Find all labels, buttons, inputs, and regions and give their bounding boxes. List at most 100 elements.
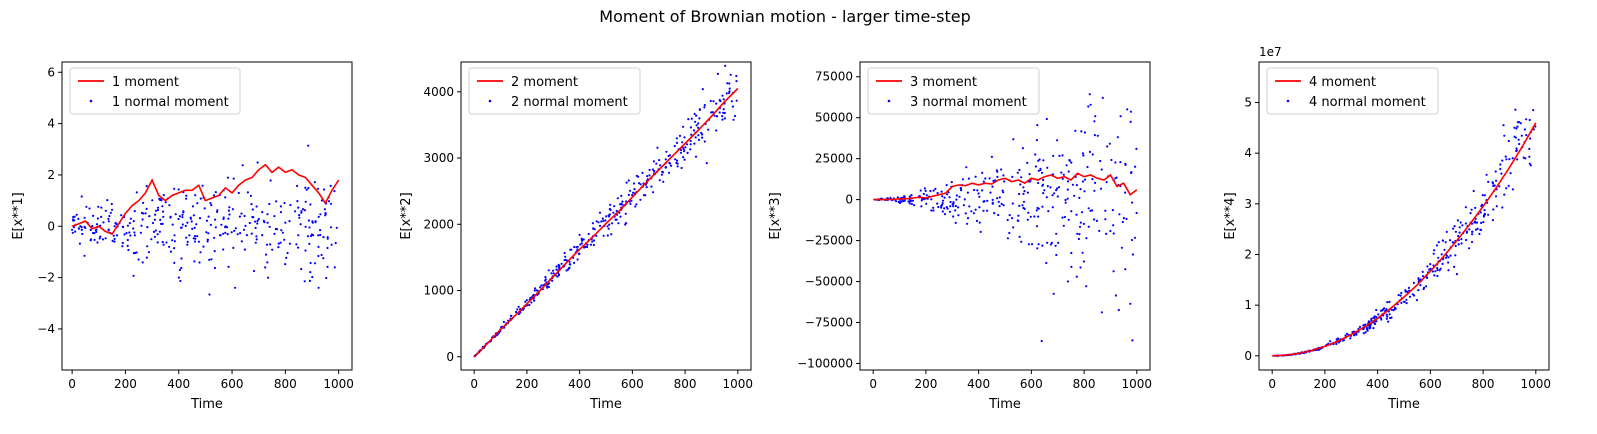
scatter-point	[1445, 230, 1448, 233]
scatter-point	[1125, 217, 1128, 221]
scatter-point	[896, 196, 899, 199]
scatter-point	[1057, 241, 1060, 244]
scatter-point	[216, 210, 219, 213]
legend-entry-moment: 4 moment	[1309, 75, 1376, 90]
scatter-point	[1034, 153, 1037, 156]
scatter-point	[1119, 115, 1122, 118]
scatter-point	[982, 180, 985, 183]
scatter-point	[1045, 196, 1048, 199]
scatter-point	[1449, 239, 1452, 242]
scatter-point	[1089, 209, 1092, 212]
scatter-point	[1054, 244, 1057, 247]
scatter-point	[110, 202, 113, 206]
scatter-point	[109, 211, 112, 214]
scatter-point	[1085, 237, 1088, 240]
y-axis-label: E[x**1]	[11, 192, 26, 239]
scatter-point	[592, 239, 596, 242]
scatter-point	[297, 234, 300, 237]
scatter-point	[1495, 205, 1498, 208]
scatter-point	[1027, 243, 1030, 246]
scatter-point	[309, 203, 312, 206]
scatter-point	[1109, 229, 1112, 233]
x-tick-label: 0	[470, 377, 478, 391]
scatter-point	[1491, 219, 1494, 222]
scatter-point	[1027, 211, 1030, 214]
scatter-point	[248, 221, 251, 225]
legend-box	[69, 67, 241, 115]
legend-box	[468, 67, 641, 115]
scatter-point	[1399, 294, 1402, 297]
scatter-point	[107, 220, 110, 223]
scatter-point	[646, 175, 649, 178]
scatter-point	[1017, 214, 1020, 217]
scatter-point	[1476, 227, 1479, 230]
scatter-point	[1436, 274, 1439, 278]
scatter-point	[908, 202, 911, 205]
scatter-point	[576, 258, 579, 261]
scatter-point	[107, 229, 110, 232]
scatter-point	[692, 129, 696, 132]
scatter-point	[322, 188, 326, 191]
scatter-point	[268, 225, 271, 228]
scatter-point	[1402, 300, 1406, 303]
scatter-point	[307, 144, 310, 147]
scatter-point	[1469, 212, 1472, 215]
axes-frame	[859, 61, 1151, 371]
scatter-point	[1374, 322, 1377, 326]
scatter-point	[605, 215, 608, 218]
scatter-point	[154, 229, 157, 232]
scatter-point	[733, 114, 737, 118]
scatter-point	[1129, 120, 1132, 123]
y-tick-label: −50000	[805, 275, 853, 289]
scatter-point	[996, 170, 999, 173]
scatter-point	[1076, 232, 1079, 235]
scatter-point	[943, 207, 946, 210]
scatter-point	[1104, 209, 1107, 212]
scatter-point	[943, 196, 946, 199]
scatter-point	[974, 208, 977, 211]
scatter-point	[580, 242, 584, 245]
scatter-point	[320, 253, 323, 257]
scatter-point	[1056, 195, 1059, 198]
scatter-point	[940, 206, 943, 209]
scatter-point	[156, 208, 160, 212]
scatter-point	[948, 210, 952, 213]
scatter-point	[146, 226, 149, 229]
scatter-point	[608, 207, 611, 211]
scatter-point	[1389, 316, 1392, 320]
scatter-point	[949, 200, 952, 204]
y-tick-label: 4000	[423, 85, 454, 99]
scatter-point	[1045, 117, 1048, 121]
scatter-point	[300, 267, 303, 271]
scatter-point	[207, 232, 210, 235]
scatter-point	[1055, 189, 1058, 192]
scatter-point	[1386, 301, 1389, 304]
scatter-point	[555, 265, 558, 268]
scatter-point	[145, 207, 148, 210]
y-tick-label: −25000	[805, 234, 853, 248]
scatter-point	[243, 214, 246, 218]
scatter-point	[1386, 315, 1389, 318]
scatter-point	[335, 226, 338, 229]
scatter-point	[1346, 332, 1349, 335]
scatter-point	[120, 214, 123, 217]
scatter-point	[173, 187, 176, 190]
scatter-point	[153, 218, 156, 221]
scatter-point	[1131, 339, 1134, 342]
scatter-point	[639, 183, 642, 186]
scatter-point	[243, 248, 246, 251]
legend-box	[867, 67, 1040, 115]
scatter-point	[1447, 269, 1450, 272]
scatter-point	[689, 143, 692, 146]
scatter-point	[233, 229, 236, 232]
scatter-point	[205, 219, 209, 222]
scatter-point	[194, 237, 197, 240]
scatter-point	[71, 228, 74, 231]
scatter-point	[1513, 135, 1516, 138]
scatter-point	[209, 202, 212, 205]
scatter-point	[206, 238, 209, 241]
scatter-point	[1114, 161, 1117, 164]
scatter-point	[121, 245, 124, 248]
scatter-point	[303, 280, 306, 283]
